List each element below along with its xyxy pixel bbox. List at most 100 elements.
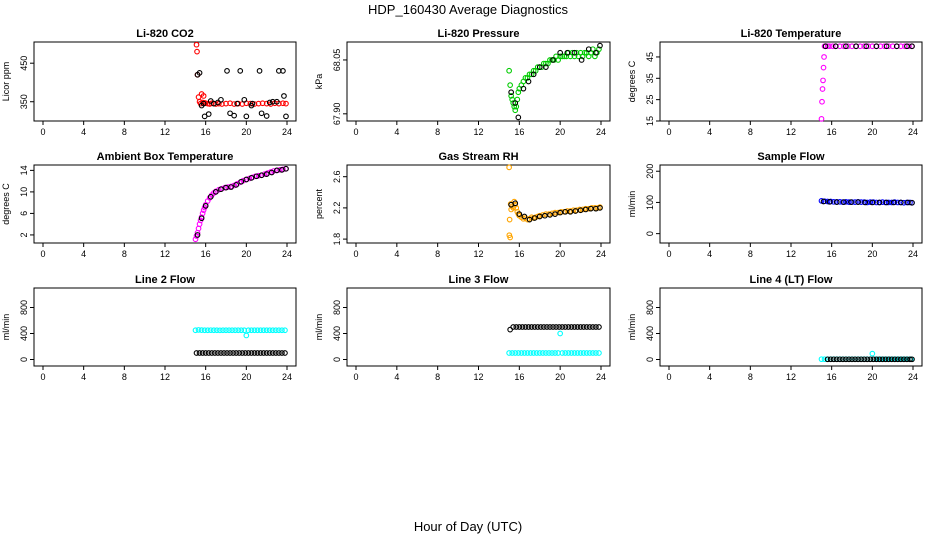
data-point [276,327,282,334]
data-point [506,164,512,171]
data-point [273,167,280,174]
data-point [521,350,528,356]
data-point [220,327,226,334]
series-black [507,324,602,333]
x-tick-label: 0 [666,372,671,382]
x-tick-label: 12 [786,127,796,137]
data-point [820,64,827,71]
data-point [251,350,258,356]
x-tick-label: 20 [241,249,251,259]
data-point [226,327,232,334]
data-point [536,64,543,70]
data-point [862,199,869,206]
data-point [906,43,912,50]
data-point [218,186,224,193]
data-point [268,169,275,176]
data-point [276,350,282,356]
data-point [280,68,286,74]
data-point [849,356,855,363]
x-tick-label: 12 [160,249,170,259]
series-black [193,350,288,356]
y-tick-label: 800 [332,300,342,315]
series-red [193,41,289,107]
data-point [248,327,255,334]
data-point [238,327,245,334]
x-tick-label: 4 [81,372,86,382]
panel-8: Line 3 Flow 0 4 8 12 16 20 24 0 400 800 ml/min [314,274,611,382]
x-tick-label: 16 [201,249,211,259]
data-point [546,350,552,356]
y-axis: 1.8 2.2 2.6 [332,170,347,245]
data-point [537,324,544,330]
x-tick-label: 20 [555,372,565,382]
data-point [525,324,532,330]
data-point [229,327,235,334]
data-point [565,324,572,330]
y-tick-label: 100 [645,195,655,210]
x-tick-label: 8 [748,127,753,137]
data-point [198,215,205,222]
data-point [227,110,233,117]
data-point [864,356,871,363]
data-point [530,67,537,74]
data-point [833,199,840,205]
series-black [194,68,289,120]
panel-5: Gas Stream RH 0 4 8 12 16 20 24 1.8 2.2 2.6 percent [314,151,611,259]
x-tick-label: 4 [394,127,399,137]
data-point [508,93,515,99]
data-point [543,350,549,356]
x-axis: 0 4 8 12 16 20 24 [353,243,606,259]
x-tick-label: 8 [748,249,753,259]
data-point [567,208,574,215]
data-point [280,100,286,107]
data-point [839,356,846,363]
series-magenta [818,43,915,122]
data-point [552,350,558,356]
x-tick-label: 4 [707,372,712,382]
data-point [531,215,538,221]
panel-title: Li-820 Temperature [741,28,842,40]
data-point [282,350,288,356]
panel-9: Line 4 (LT) Flow 0 4 8 12 16 20 24 0 400 800 ml/min [627,274,923,382]
data-point [909,356,915,363]
data-point [827,356,834,363]
data-point [826,198,833,205]
y-tick-label: 14 [19,165,29,175]
x-tick-label: 16 [827,249,837,259]
x-tick-label: 24 [908,249,918,259]
y-tick-label: 2 [19,232,29,237]
y-tick-label: 800 [19,300,29,315]
data-point [565,350,572,356]
data-point [510,324,517,330]
data-point [524,350,531,356]
y-axis-label: degrees C [627,60,637,102]
data-point [236,350,243,356]
panel-title: Sample Flow [757,151,825,163]
x-axis: 0 4 8 12 16 20 24 [40,243,292,259]
y-tick-label: 35 [645,73,655,83]
data-point [549,350,555,356]
panel-6: Sample Flow 0 4 8 12 16 20 24 0 100 200 ml/min [627,151,923,259]
series-black [824,356,915,363]
x-tick-label: 24 [282,372,292,382]
y-tick-label: 45 [645,52,655,62]
y-tick-label: 2.6 [332,170,342,183]
data-point [279,350,285,356]
x-tick-label: 20 [867,127,877,137]
y-tick-label: 800 [645,300,655,315]
data-point [550,324,556,330]
data-point [841,199,847,205]
data-point [821,356,828,363]
x-tick-label: 0 [353,249,358,259]
data-point [283,165,289,172]
panel-title: Li-820 Pressure [438,28,520,40]
data-point [519,324,526,330]
data-point [550,57,556,63]
data-point [233,350,240,356]
data-point [869,350,876,357]
data-point [506,350,512,356]
y-tick-label: 2.2 [332,202,342,215]
x-tick-label: 4 [707,127,712,137]
data-point [207,327,214,334]
data-point [238,178,245,185]
